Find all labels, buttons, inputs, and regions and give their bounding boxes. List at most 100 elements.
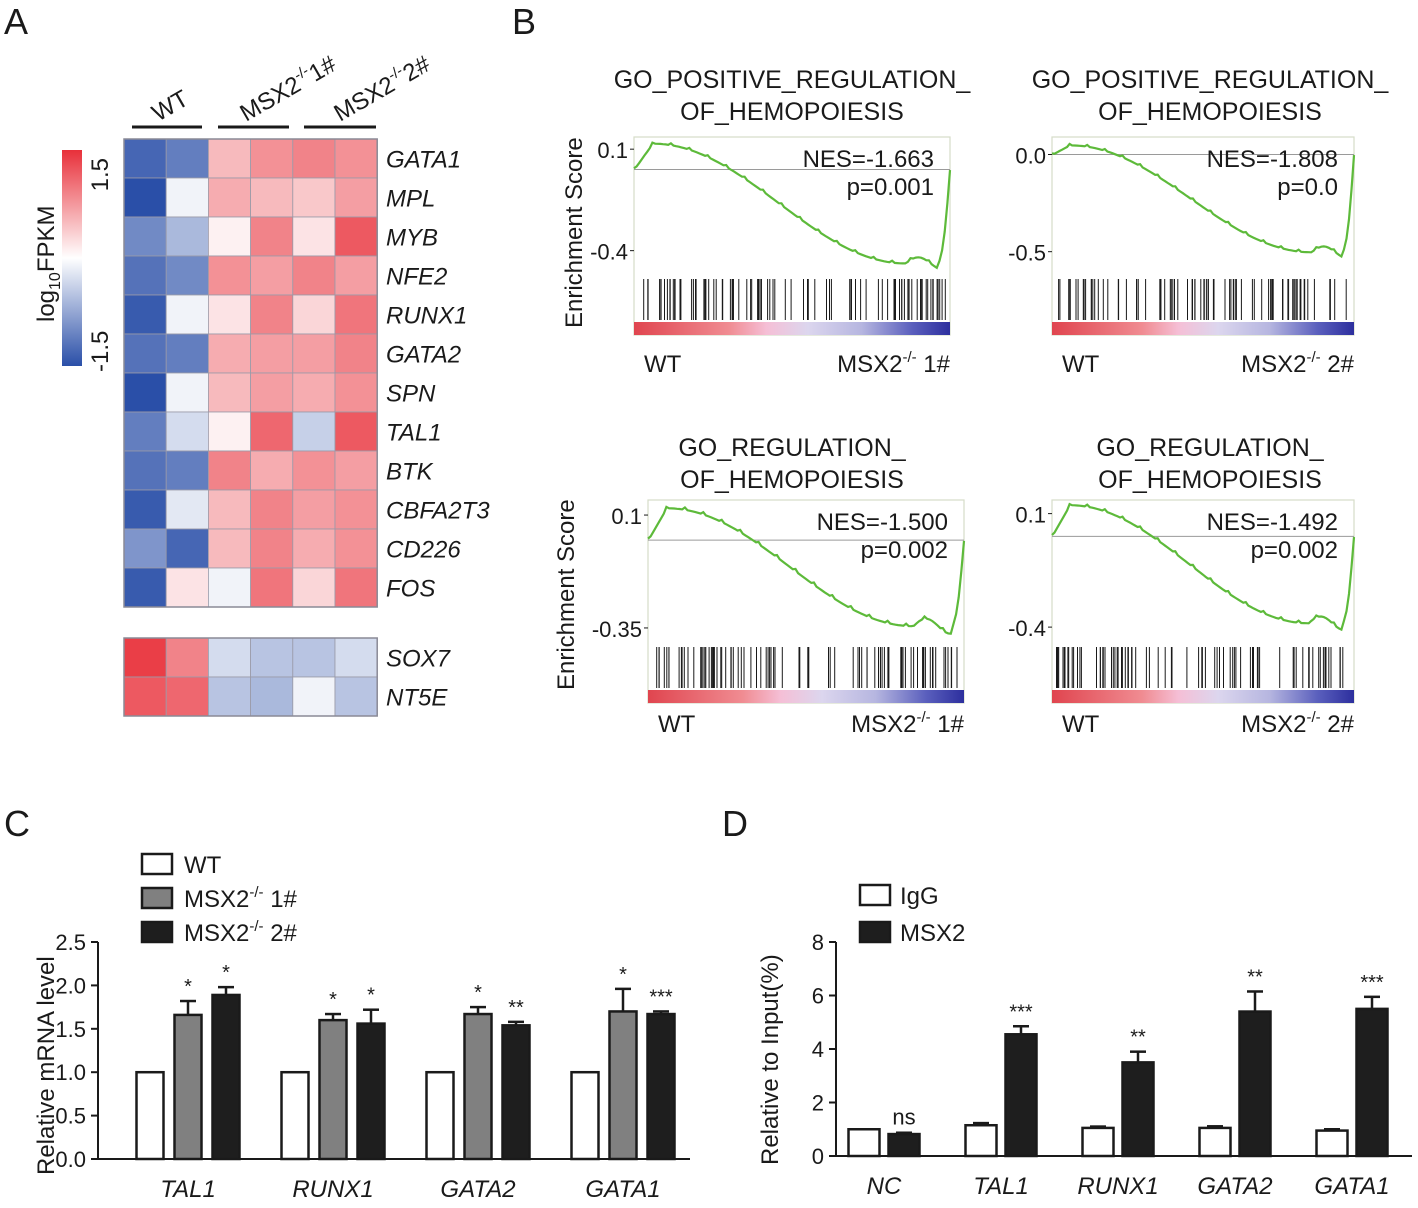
heatmap-top-cell [165, 216, 209, 257]
heatmap-top-cell [292, 216, 336, 257]
heatmap-top-border [123, 138, 378, 608]
c-significance: * [329, 989, 337, 1011]
heatmap-top-cell [292, 294, 336, 335]
c-category-label: GATA1 [585, 1176, 660, 1203]
heatmap-top-cell [165, 138, 209, 179]
heatmap-top-gene-label: TAL1 [386, 420, 442, 447]
c-bar [463, 1012, 493, 1161]
heatmap-top-cell [250, 528, 294, 569]
gsea-title-line2: OF_HEMOPOIESIS [1098, 98, 1322, 126]
c-ytick-label: 2.5 [55, 930, 86, 955]
heatmap-bottom-cell [207, 637, 251, 678]
c-ytick-label: 1.5 [55, 1017, 86, 1042]
heatmap-top-cell [207, 567, 251, 608]
heatmap-top-cell [165, 372, 209, 413]
heatmap-top-cell [123, 177, 167, 218]
heatmap-top-cell [207, 528, 251, 569]
heatmap-top-cell [123, 138, 167, 179]
heatmap-bottom-gene-label: NT5E [386, 685, 448, 712]
gsea-ytick-bottom: -0.5 [1008, 241, 1046, 266]
heatmap-top-cell [250, 372, 294, 413]
heatmap-top-cell [207, 489, 251, 530]
heatmap-top-cell [165, 333, 209, 374]
d-ylabel: Relative to Input(%) [757, 954, 784, 1165]
heatmap-top-cell [165, 567, 209, 608]
c-category-label: GATA2 [440, 1176, 515, 1203]
heatmap-panel: 1.5 -1.5 log10FPKM GATA1MPLMYBNFE2RUNX1G… [33, 49, 490, 717]
heatmap-top-cell [334, 216, 378, 257]
heatmap-top-cell [123, 255, 167, 296]
heatmap-top-cell [207, 450, 251, 491]
c-ytick-label: 0.5 [55, 1104, 86, 1129]
gsea-ytick-top: 0.0 [1015, 143, 1046, 168]
c-legend-label-wt: WT [184, 852, 222, 879]
heatmap-top-cell [207, 138, 251, 179]
c-bar [356, 1022, 386, 1161]
gsea-p-label: p=0.002 [861, 537, 948, 564]
heatmap-bottom-gene-label: SOX7 [386, 646, 452, 673]
heatmap-top-cell [207, 294, 251, 335]
heatmap-top-cell [334, 138, 378, 179]
heatmap-top-cell [123, 333, 167, 374]
heatmap-top-cell [292, 528, 336, 569]
gsea-xlabel-right: MSX2-/- 2# [1241, 709, 1355, 738]
gsea-xlabel-right: MSX2-/- 2# [1241, 349, 1355, 378]
heatmap-top-cell [165, 528, 209, 569]
gsea-ylabel-bottom: Enrichment Score [553, 499, 580, 690]
c-bar [211, 993, 241, 1161]
group-label-ko2: MSX2-/-2# [329, 49, 436, 128]
gsea-xlabel-left: WT [1062, 351, 1100, 378]
heatmap-top-cell [207, 372, 251, 413]
d-ytick-label: 2 [812, 1091, 824, 1116]
heatmap-top-cell [250, 450, 294, 491]
group-label-ko1: MSX2-/-1# [235, 49, 342, 128]
gsea-panel: Enrichment Score Enrichment Score GO_POS… [553, 66, 1389, 738]
d-bar [1004, 1033, 1038, 1158]
heatmap-top-cell [292, 489, 336, 530]
heatmap-top-cell [292, 177, 336, 218]
heatmap-top-gene-label: GATA2 [386, 342, 461, 369]
gsea-ytick-bottom: -0.35 [592, 617, 642, 642]
d-legend-label-msx2: MSX2 [900, 920, 965, 947]
c-bar [646, 1012, 676, 1161]
heatmap-top-gene-label: MPL [386, 186, 435, 213]
c-significance: * [367, 985, 375, 1007]
gsea-plot-3: GO_REGULATION_ OF_HEMOPOIESIS 0.1 -0.35 NES=… [592, 434, 966, 738]
d-ytick-label: 0 [812, 1144, 824, 1169]
bar-chart-d: Relative to Input(%) IgG MSX2 0 2 4 6 8 ns NC *… [757, 883, 1412, 1200]
panel-label-b: B [512, 1, 536, 42]
heatmap-bottom-cell [207, 676, 251, 717]
heatmap-top-gene-label: SPN [386, 381, 436, 408]
d-bar [1315, 1129, 1349, 1158]
gsea-rank-bar [1052, 690, 1354, 703]
heatmap-top-cell [292, 567, 336, 608]
heatmap-bottom-cell [292, 676, 336, 717]
heatmap-top-cell [250, 567, 294, 608]
heatmap-bottom-cell [123, 676, 167, 717]
d-significance: *** [1009, 1001, 1033, 1023]
d-bar [1238, 1010, 1272, 1158]
heatmap-top-cell [207, 411, 251, 452]
d-bar [1081, 1126, 1115, 1158]
gsea-p-label: p=0.001 [847, 174, 934, 201]
heatmap-top-gene-label: RUNX1 [386, 303, 467, 330]
heatmap-top-cell [123, 411, 167, 452]
c-legend-swatch-ko2 [140, 920, 174, 944]
c-legend-label-ko1: MSX2-/- 1# [184, 884, 298, 913]
gsea-es-curve [1051, 502, 1356, 632]
gsea-xlabel-left: WT [644, 351, 682, 378]
gsea-plot-2: GO_POSITIVE_REGULATION_ OF_HEMOPOIESIS 0.0… [1008, 66, 1389, 378]
d-ytick-label: 8 [812, 930, 824, 955]
c-bar [135, 1070, 165, 1161]
c-legend-swatch-ko1 [140, 886, 174, 910]
d-ytick-label: 4 [812, 1037, 824, 1062]
heatmap-top-cell [123, 216, 167, 257]
heatmap-top-cell [250, 138, 294, 179]
d-category-label: NC [867, 1173, 902, 1200]
c-ylabel: Relative mRNA level [33, 956, 60, 1175]
heatmap-bottom-border [123, 637, 378, 717]
gsea-plot-1: GO_POSITIVE_REGULATION_ OF_HEMOPOIESIS 0.1… [590, 66, 971, 378]
heatmap-top-gene-label: BTK [386, 459, 434, 486]
heatmap-top-cell [250, 333, 294, 374]
c-significance: *** [649, 986, 673, 1008]
